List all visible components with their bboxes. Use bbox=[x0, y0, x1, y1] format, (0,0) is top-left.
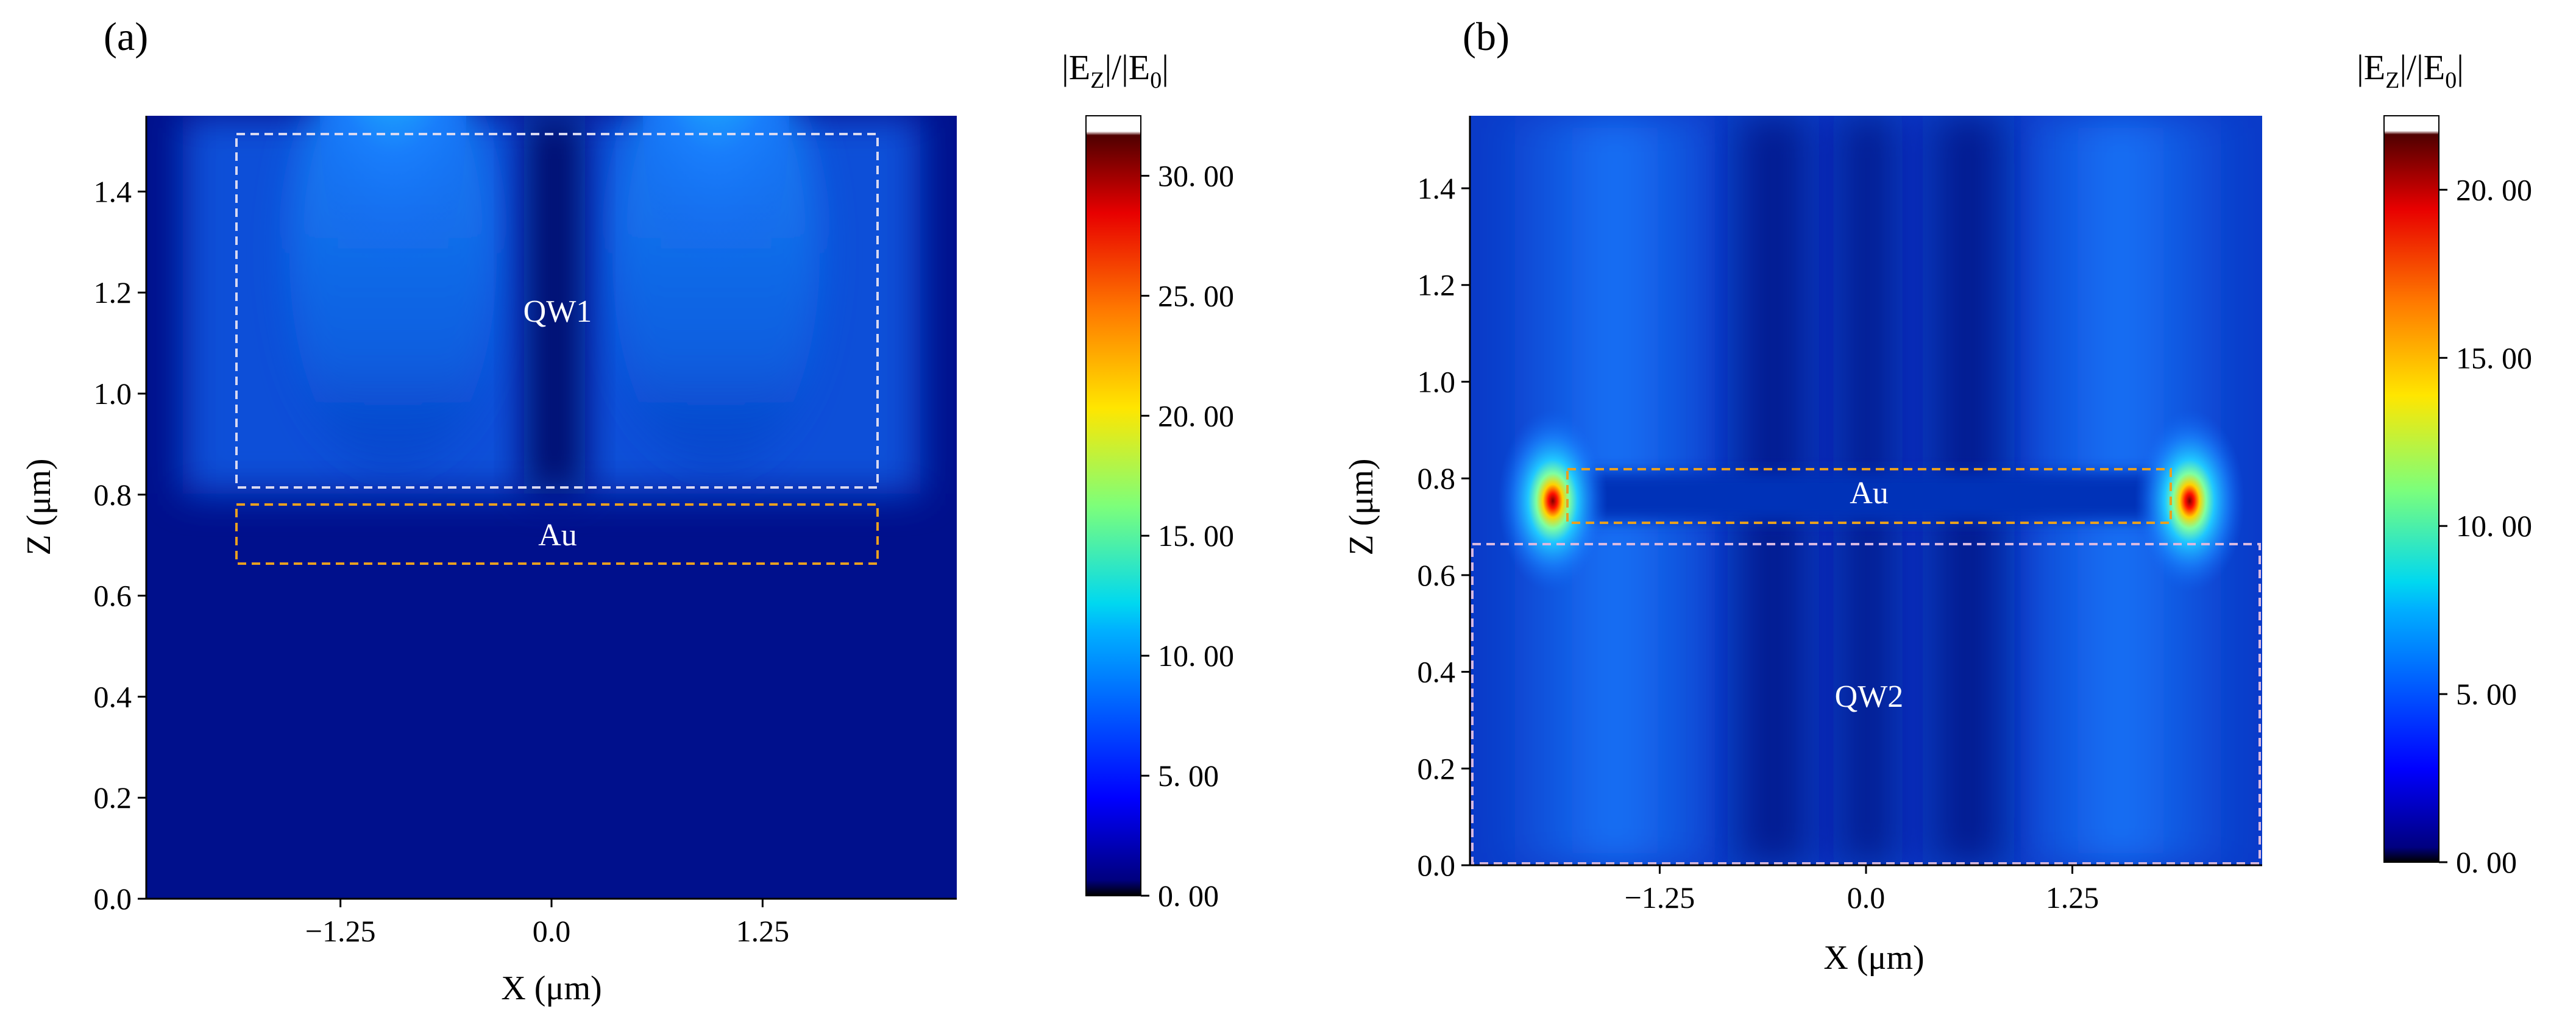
y-tick-label: 0.0 bbox=[1418, 848, 1456, 882]
y-tick-label: 1.4 bbox=[94, 174, 132, 208]
region-au-label-b: Au bbox=[1850, 476, 1889, 511]
colorbar-tick-label: 15. 00 bbox=[1158, 519, 1234, 553]
colorbar-b-label: |EZ|/|E0| bbox=[2357, 48, 2464, 93]
region-au-box-b bbox=[1566, 468, 2172, 524]
colorbar-tick-label: 5. 00 bbox=[1158, 759, 1219, 793]
heatmap-b-hotspot-left bbox=[1498, 409, 1608, 592]
y-tick-label: 1.2 bbox=[94, 275, 132, 310]
axes-a: −1.25 0.0 1.25 0.0 0.2 0.4 0.6 0.8 1.0 1.2 1.4 bbox=[94, 116, 957, 948]
heatmap-a-dark-center bbox=[524, 116, 585, 494]
colorbar-tick-label: 10. 00 bbox=[1158, 639, 1234, 673]
y-axis-label-a: Z (μm) bbox=[20, 458, 58, 555]
x-axis-label-b: X (μm) bbox=[1823, 939, 1924, 977]
y-tick-label: 0.8 bbox=[94, 478, 132, 512]
x-tick-label: −1.25 bbox=[305, 914, 376, 948]
colorbar-tick-label: 30. 00 bbox=[1158, 158, 1234, 193]
x-tick-label: 0.0 bbox=[1847, 880, 1886, 915]
x-tick-label: 0.0 bbox=[533, 914, 571, 948]
x-axis-label-a: X (μm) bbox=[501, 969, 601, 1007]
panel-b: (b) Au QW2 −1.25 0.0 1.25 0.0 0.2 0.4 0.6 0.8 1.… bbox=[1343, 15, 2532, 977]
colorbar-tick-label: 15. 00 bbox=[2456, 341, 2532, 375]
colorbar-tick-label: 10. 00 bbox=[2456, 509, 2532, 543]
panel-a: (a) QW1 Au −1.25 0.0 1.25 0.0 0.2 0.4 0.6 0.8 1.… bbox=[20, 15, 1234, 1007]
colorbar-a-label: |EZ|/|E0| bbox=[1062, 48, 1169, 93]
heatmap-b bbox=[1470, 116, 2262, 865]
colorbar-b-bar bbox=[2383, 115, 2439, 863]
colorbar-tick-label: 20. 00 bbox=[2456, 172, 2532, 207]
x-tick-label: 1.25 bbox=[2046, 880, 2099, 915]
y-tick-label: 0.2 bbox=[94, 781, 132, 815]
x-tick-label: −1.25 bbox=[1625, 880, 1695, 915]
x-tick-label: 1.25 bbox=[736, 914, 790, 948]
colorbar-tick-label: 0. 00 bbox=[2456, 845, 2517, 879]
colorbar-tick-label: 5. 00 bbox=[2456, 677, 2517, 711]
colorbar-b-ticks: 0. 00 5. 00 10. 00 15. 00 20. 00 bbox=[2439, 172, 2532, 879]
heatmap-b-au-zone bbox=[1566, 472, 2170, 521]
heatmap-a-hotspot-left bbox=[320, 116, 466, 317]
y-tick-label: 1.4 bbox=[1418, 171, 1456, 205]
y-tick-label: 1.0 bbox=[1418, 364, 1456, 398]
heatmap-a bbox=[146, 116, 957, 899]
y-tick-label: 0.2 bbox=[1418, 751, 1456, 785]
region-qw1-box bbox=[235, 133, 879, 489]
y-tick-label: 0.4 bbox=[94, 679, 132, 714]
colorbar-b: 0. 00 5. 00 10. 00 15. 00 20. 00 |EZ|/|E0| bbox=[2357, 48, 2532, 879]
y-axis-label-b: Z (μm) bbox=[1343, 458, 1380, 555]
region-qw2-box bbox=[1471, 543, 2261, 865]
y-tick-label: 0.8 bbox=[1418, 461, 1456, 495]
y-tick-label: 0.0 bbox=[94, 882, 132, 916]
heatmap-b-hotspot-right bbox=[2135, 409, 2244, 592]
region-qw2-label: QW2 bbox=[1835, 679, 1904, 714]
panel-b-label: (b) bbox=[1463, 15, 1510, 59]
panel-a-label: (a) bbox=[104, 15, 148, 59]
y-tick-label: 1.2 bbox=[1418, 268, 1456, 302]
colorbar-tick-label: 20. 00 bbox=[1158, 398, 1234, 433]
colorbar-a: 0. 00 5. 00 10. 00 15. 00 20. 00 25. 00 30. 00… bbox=[1062, 48, 1234, 913]
heatmap-a-hotspot-right bbox=[643, 116, 789, 317]
axes-b: −1.25 0.0 1.25 0.0 0.2 0.4 0.6 0.8 1.0 1.2 1.4 bbox=[1418, 116, 2262, 915]
region-au-label-a: Au bbox=[538, 518, 577, 553]
colorbar-tick-label: 0. 00 bbox=[1158, 879, 1219, 913]
region-qw1-label: QW1 bbox=[523, 294, 592, 329]
y-tick-label: 1.0 bbox=[94, 377, 132, 411]
colorbar-a-bar bbox=[1085, 115, 1141, 896]
y-tick-label: 0.6 bbox=[94, 579, 132, 613]
colorbar-tick-label: 25. 00 bbox=[1158, 278, 1234, 313]
colorbar-a-ticks: 0. 00 5. 00 10. 00 15. 00 20. 00 25. 00 30. 00 bbox=[1141, 158, 1234, 913]
y-tick-label: 0.4 bbox=[1418, 655, 1456, 689]
y-tick-label: 0.6 bbox=[1418, 558, 1456, 592]
